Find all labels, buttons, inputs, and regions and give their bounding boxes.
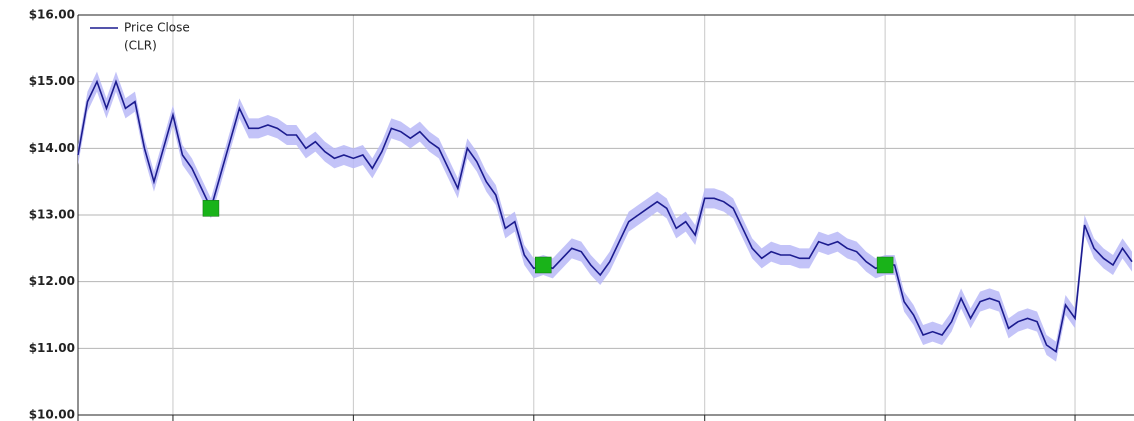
y-tick-label: $13.00 <box>29 208 75 222</box>
legend-label: Price Close <box>124 21 190 35</box>
event-marker <box>202 200 220 217</box>
legend-label: (CLR) <box>124 39 157 53</box>
y-tick-label: $11.00 <box>29 341 75 355</box>
y-tick-label: $15.00 <box>29 74 75 88</box>
y-tick-label: $16.00 <box>29 8 75 22</box>
plot-area <box>78 15 1134 421</box>
y-tick-label: $10.00 <box>29 408 75 421</box>
price-line <box>77 79 1133 354</box>
y-tick-label: $14.00 <box>29 141 75 155</box>
event-marker <box>876 256 894 274</box>
y-tick-label: $12.00 <box>29 274 75 288</box>
event-marker <box>535 256 552 274</box>
